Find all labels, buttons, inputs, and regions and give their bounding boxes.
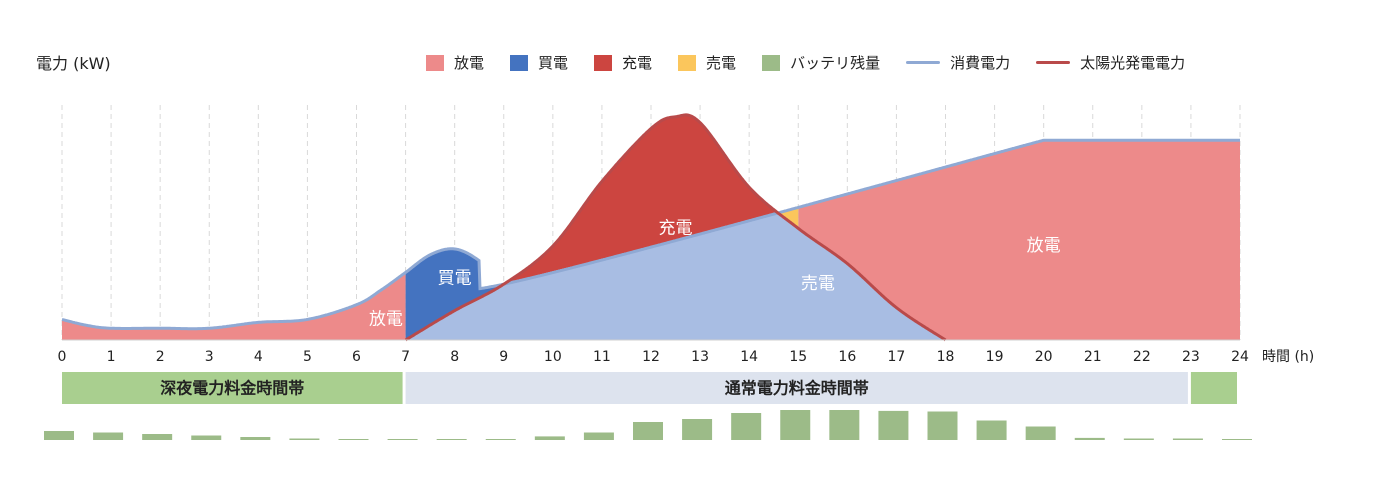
x-tick-label-15: 15 [789, 349, 807, 365]
legend-item-4: バッテリ残量 [762, 52, 880, 73]
x-tick-label-14: 14 [740, 349, 758, 365]
battery-bar-24 [1222, 439, 1252, 440]
rate-band-label-0: 深夜電力料金時間帯 [160, 379, 304, 398]
legend-item-1: 買電 [510, 52, 568, 73]
legend-swatch-4 [762, 54, 781, 71]
x-tick-label-8: 8 [450, 349, 459, 365]
x-tick-label-10: 10 [544, 349, 562, 365]
x-axis-label: 時間 (h) [1262, 349, 1314, 365]
x-tick-label-0: 0 [58, 349, 67, 365]
legend-item-0: 放電 [426, 52, 484, 73]
x-tick-label-21: 21 [1084, 349, 1102, 365]
area-label-0: 放電 [369, 309, 403, 329]
battery-bar-8 [436, 439, 467, 440]
legend-swatch-3 [678, 54, 697, 71]
battery-bar-13 [682, 419, 713, 440]
area-label-3: 売電 [801, 274, 835, 294]
discharge-area-evening [798, 140, 1240, 340]
x-tick-label-2: 2 [156, 349, 165, 365]
battery-bar-23 [1172, 438, 1203, 440]
area-label-1: 買電 [438, 268, 472, 288]
legend-label-4: バッテリ残量 [790, 54, 881, 72]
x-tick-label-17: 17 [888, 349, 906, 365]
battery-bar-21 [1074, 437, 1105, 440]
legend-label-3: 売電 [706, 54, 737, 72]
x-tick-label-13: 13 [691, 349, 709, 365]
legend-label-2: 充電 [622, 54, 653, 72]
rate-band-label-1: 通常電力料金時間帯 [725, 379, 869, 398]
x-tick-label-6: 6 [352, 349, 361, 365]
x-tick-label-3: 3 [205, 349, 214, 365]
y-axis-label: 電力 (kW) [36, 54, 111, 73]
x-tick-label-9: 9 [499, 349, 508, 365]
legend-item-6: 太陽光発電電力 [1036, 52, 1185, 73]
battery-bar-10 [534, 436, 565, 440]
legend-label-5: 消費電力 [950, 54, 1011, 72]
x-tick-label-12: 12 [642, 349, 660, 365]
legend-item-3: 売電 [678, 52, 736, 73]
battery-bar-9 [485, 439, 516, 440]
x-tick-label-18: 18 [937, 349, 955, 365]
legend-label-1: 買電 [538, 54, 569, 72]
battery-bar-4 [240, 437, 271, 440]
battery-bar-5 [289, 438, 320, 440]
x-tick-label-24: 24 [1231, 349, 1249, 365]
battery-bar-6 [338, 439, 369, 440]
battery-bar-15 [780, 410, 811, 440]
rate-band-0 [62, 372, 403, 404]
battery-bar-22 [1123, 438, 1154, 440]
x-tick-label-11: 11 [593, 349, 611, 365]
legend-swatch-5 [906, 61, 941, 64]
charge-area [503, 114, 779, 285]
legend-label-0: 放電 [454, 54, 485, 72]
battery-bar-1 [93, 432, 124, 440]
battery-bar-17 [878, 410, 909, 440]
battery-bar-14 [731, 413, 762, 440]
x-tick-label-20: 20 [1035, 349, 1053, 365]
battery-bar-0 [44, 431, 74, 440]
x-tick-label-22: 22 [1133, 349, 1151, 365]
x-tick-label-5: 5 [303, 349, 312, 365]
solar-line [404, 113, 947, 342]
area-label-2: 充電 [659, 218, 693, 238]
consumption-self-area [405, 207, 946, 340]
legend: 放電 買電 充電 売電 バッテリ残量 消費電力 太陽光発電電力 [426, 52, 1211, 73]
battery-bar-2 [142, 434, 173, 440]
legend-swatch-2 [594, 54, 613, 71]
rate-band-1 [405, 372, 1188, 404]
battery-bar-19 [976, 420, 1007, 440]
rate-band-2 [1190, 372, 1237, 404]
legend-swatch-0 [426, 54, 444, 71]
area-label-4: 放電 [1027, 236, 1061, 256]
discharge-area-night [62, 272, 406, 340]
x-tick-label-16: 16 [838, 349, 856, 365]
x-tick-label-7: 7 [401, 349, 410, 365]
battery-bar-12 [633, 422, 663, 440]
battery-bar-7 [387, 439, 418, 440]
consumption-line [61, 138, 1240, 331]
battery-bar-20 [1025, 426, 1056, 440]
x-tick-label-23: 23 [1182, 349, 1200, 365]
battery-bar-18 [927, 411, 958, 440]
legend-item-2: 充電 [594, 52, 652, 73]
battery-bar-11 [583, 432, 614, 440]
legend-label-6: 太陽光発電電力 [1080, 54, 1186, 72]
battery-bar-3 [191, 435, 222, 440]
x-tick-label-4: 4 [254, 349, 263, 365]
x-tick-label-1: 1 [107, 349, 116, 365]
x-tick-label-19: 19 [986, 349, 1004, 365]
legend-item-5: 消費電力 [906, 52, 1010, 73]
legend-swatch-1 [510, 54, 529, 71]
battery-bar-16 [829, 410, 860, 440]
legend-swatch-6 [1036, 61, 1071, 64]
